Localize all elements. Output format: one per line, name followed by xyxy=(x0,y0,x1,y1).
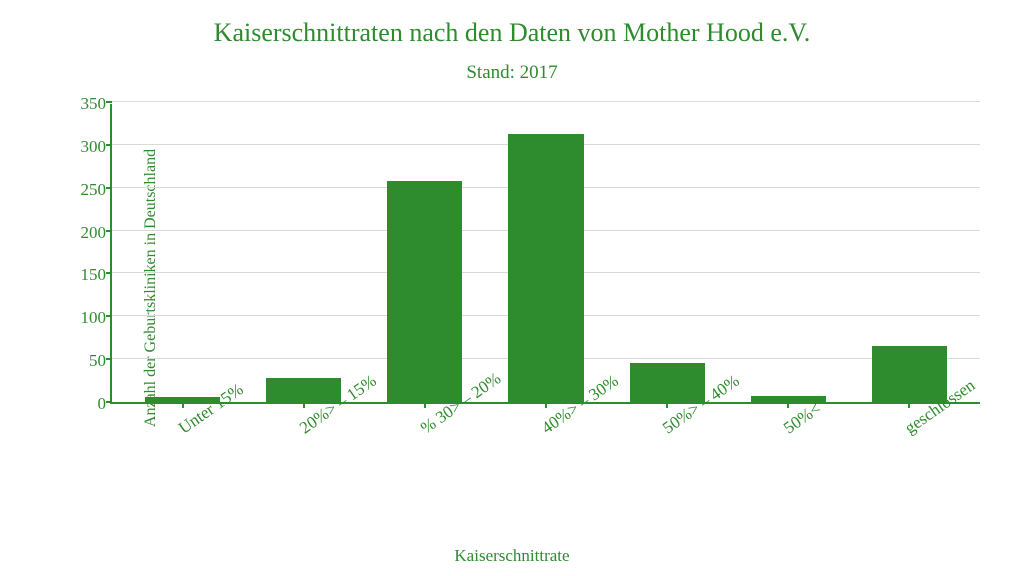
y-tick-mark xyxy=(106,401,112,403)
x-tick-mark xyxy=(182,402,184,408)
x-axis-label: Kaiserschnittrate xyxy=(0,546,1024,566)
y-tick-label: 50 xyxy=(89,351,106,371)
y-tick-label: 100 xyxy=(81,308,107,328)
y-tick-label: 0 xyxy=(98,394,107,414)
y-tick-mark xyxy=(106,358,112,360)
bar xyxy=(508,134,583,402)
bar-slot: 20% – <30 % xyxy=(364,104,485,402)
x-tick-mark xyxy=(908,402,910,408)
y-tick-label: 300 xyxy=(81,137,107,157)
x-tick-mark xyxy=(424,402,426,408)
y-tick-label: 250 xyxy=(81,180,107,200)
bar xyxy=(872,346,947,402)
y-tick-mark xyxy=(106,230,112,232)
plot-area: Unter 15%15% – <20%20% – <30 %30% – <40%… xyxy=(110,104,980,404)
chart-title: Kaiserschnittraten nach den Daten von Mo… xyxy=(0,18,1024,48)
x-tick-label: Unter 15% xyxy=(175,379,247,438)
y-tick-mark xyxy=(106,272,112,274)
x-tick-mark xyxy=(666,402,668,408)
y-tick-mark xyxy=(106,187,112,189)
bar-slot: >50% xyxy=(728,104,849,402)
y-tick-container: 050100150200250300350 xyxy=(70,104,106,404)
x-tick-mark xyxy=(545,402,547,408)
bar xyxy=(630,363,705,402)
bar xyxy=(387,181,462,402)
x-tick-mark xyxy=(787,402,789,408)
x-tick-mark xyxy=(303,402,305,408)
y-tick-label: 350 xyxy=(81,94,107,114)
y-tick-mark xyxy=(106,101,112,103)
bars-container: Unter 15%15% – <20%20% – <30 %30% – <40%… xyxy=(112,104,980,402)
gridline xyxy=(112,101,980,102)
bar-slot: 30% – <40% xyxy=(485,104,606,402)
chart-subtitle: Stand: 2017 xyxy=(0,62,1024,84)
y-tick-mark xyxy=(106,144,112,146)
bar-slot: 40% – <50% xyxy=(607,104,728,402)
y-tick-mark xyxy=(106,315,112,317)
y-tick-label: 200 xyxy=(81,223,107,243)
bar-slot: Unter 15% xyxy=(122,104,243,402)
y-tick-label: 150 xyxy=(81,265,107,285)
bar-slot: 15% – <20% xyxy=(243,104,364,402)
chart-container: Kaiserschnittraten nach den Daten von Mo… xyxy=(0,0,1024,576)
bar-slot: geschlossen xyxy=(849,104,970,402)
